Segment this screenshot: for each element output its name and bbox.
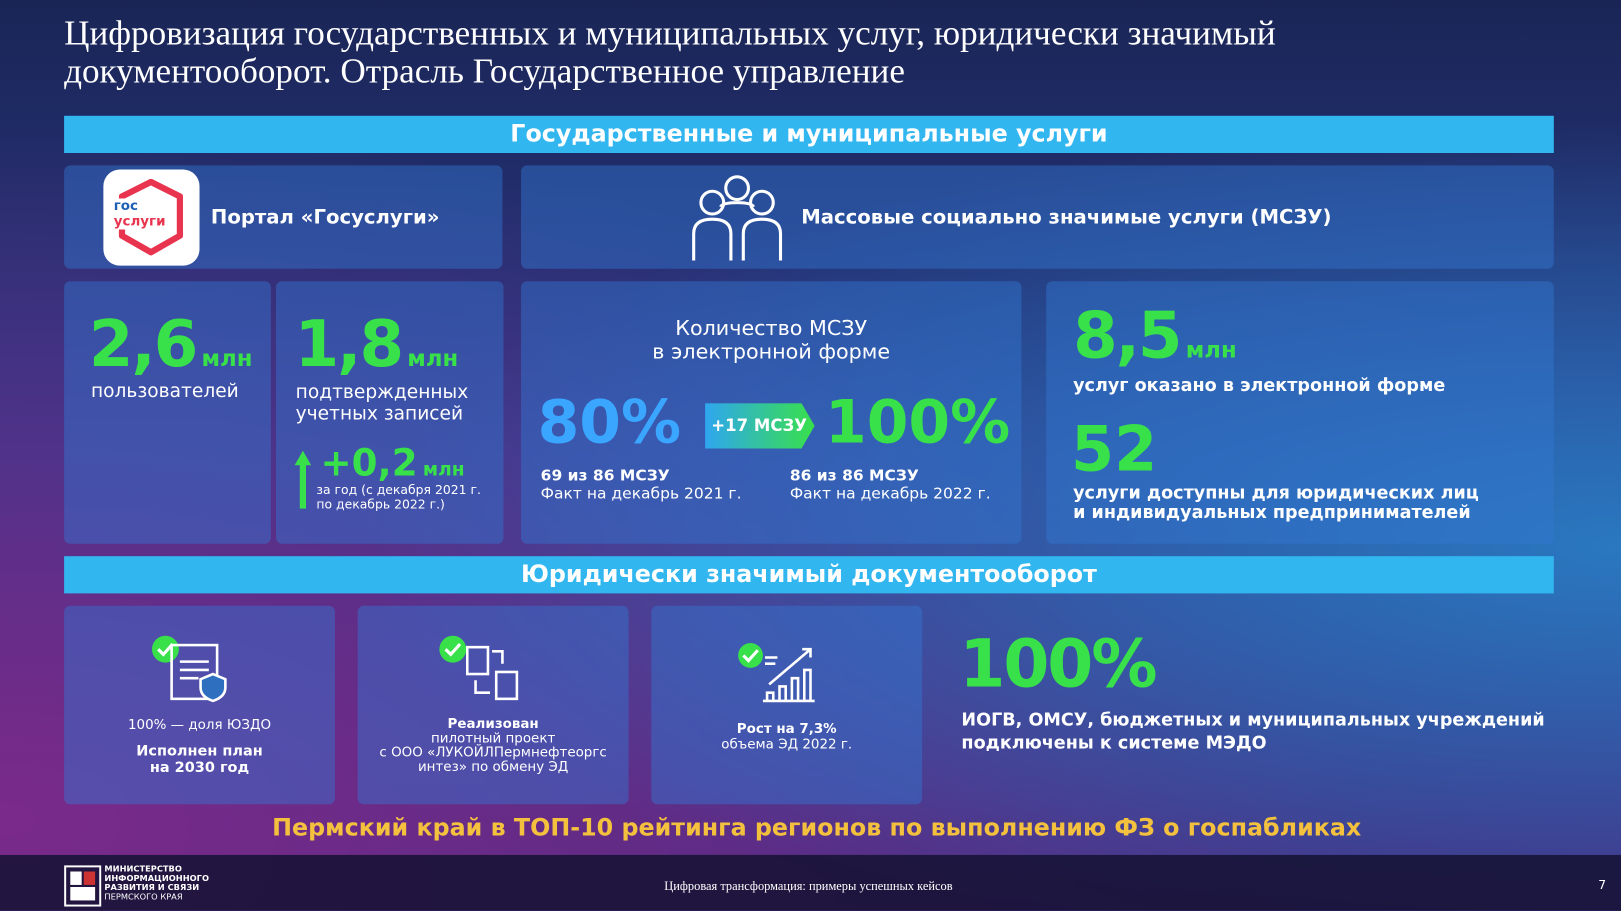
org-line: МИНИСТЕРСТВО <box>104 864 182 874</box>
logo-line: гос <box>113 198 138 214</box>
label-line: услуги доступны для юридических лиц <box>1073 482 1479 504</box>
medo-value: 100% <box>959 626 1157 703</box>
logo-frame <box>118 178 183 256</box>
users-unit: млн <box>201 346 253 373</box>
mszu-to: 100% <box>824 386 1011 457</box>
logo-line: услуги <box>113 213 166 230</box>
org-line: ПЕРМСКОГО КРАЯ <box>104 892 183 902</box>
growth-unit: млн <box>422 459 465 481</box>
accounts-stat: 1,8 млн <box>295 306 459 381</box>
mszu-from-note: 69 из 86 МСЗУ Факт на декабрь 2021 г. <box>541 467 742 502</box>
note-line: за год (с декабря 2021 г. <box>316 482 481 498</box>
title-line: документооборот. Отрасль Государственное… <box>64 52 905 91</box>
org-line: ИНФОРМАЦИОННОГО <box>104 873 209 883</box>
card-line: Рост на 7,3% <box>736 721 837 738</box>
gosuslugi-logo: гос услуги <box>103 169 200 266</box>
mszu-label: Массовые социально значимые услуги (МСЗУ… <box>801 205 1332 229</box>
ministry-name: МИНИСТЕРСТВО ИНФОРМАЦИОННОГО РАЗВИТИЯ И … <box>104 864 209 901</box>
note-line: Факт на декабрь 2021 г. <box>540 483 742 503</box>
accounts-label: подтвержденных учетных записей <box>296 381 469 424</box>
card-line: интез» по обмену ЭД <box>417 759 569 776</box>
users-value: 2,6 <box>88 306 198 382</box>
label-line: ИОГВ, ОМСУ, бюджетных и муниципальных уч… <box>961 710 1545 731</box>
card-line: пилотный проект <box>430 730 556 747</box>
card-text: Реализован пилотный проект с ООО «ЛУКОЙЛ… <box>358 717 629 775</box>
section-bar: Юридически значимый документооборот <box>64 556 1554 594</box>
footer-caption: Цифровая трансформация: примеры успешных… <box>664 878 953 894</box>
card-line: Реализован <box>447 716 539 732</box>
mszu-count-title: Количество МСЗУ в электронной форме <box>521 316 1021 364</box>
highlight: Пермский край в ТОП-10 рейтинга регионов… <box>272 814 1362 842</box>
card-line: на 2030 год <box>149 759 250 777</box>
card-text: Рост на 7,3% объема ЭД 2022 г. <box>651 722 922 753</box>
title-line: Цифровизация государственных и муниципал… <box>64 14 1276 53</box>
exchange-icon <box>439 635 519 701</box>
electronic-panel <box>1046 281 1554 544</box>
note-line: по декабрь 2022 г.) <box>316 497 445 512</box>
logo-text: гос услуги <box>113 198 189 230</box>
title-line: Количество МСЗУ <box>675 315 868 341</box>
card-line: 100% — доля ЮЗДО <box>127 717 272 733</box>
users-label: пользователей <box>90 380 239 403</box>
card: Рост на 7,3% объема ЭД 2022 г. <box>651 605 923 805</box>
mszu-to-note: 86 из 86 МСЗУ Факт на декабрь 2022 г. <box>790 467 991 502</box>
label-line: учетных записей <box>295 403 464 425</box>
electronic-count: 52 <box>1071 413 1158 486</box>
page-number: 7 <box>1598 877 1607 893</box>
electronic-label: услуг оказано в электронной форме <box>1073 375 1446 396</box>
note-line: 69 из 86 МСЗУ <box>540 466 670 485</box>
growth-chart-icon <box>738 643 815 703</box>
people-icon <box>692 175 783 261</box>
card-line: Исполнен план <box>136 743 263 760</box>
electronic-unit: млн <box>1185 338 1237 364</box>
title-line: в электронной форме <box>652 339 891 364</box>
org-line: РАЗВИТИЯ И СВЯЗИ <box>104 882 200 893</box>
section-bar: Государственные и муниципальные услуги <box>64 115 1554 154</box>
growth-note: за год (с декабря 2021 г. по декабрь 202… <box>316 483 481 512</box>
mszu-from: 80% <box>537 386 682 457</box>
growth-arrow <box>294 450 312 509</box>
note-line: 86 из 86 МСЗУ <box>789 466 919 485</box>
electronic-stat: 8,5 млн <box>1073 298 1237 373</box>
users-stat: 2,6 млн <box>89 306 253 381</box>
card-line: объема ЭД 2022 г. <box>721 737 853 753</box>
label-line: и индивидуальных предпринимателей <box>1073 502 1471 524</box>
medo-label: ИОГВ, ОМСУ, бюджетных и муниципальных уч… <box>961 709 1544 754</box>
growth-value: +0,2 <box>320 442 418 485</box>
users-panel <box>64 281 271 544</box>
card-text: 100% — доля ЮЗДО Исполнен план на 2030 г… <box>64 717 335 776</box>
electronic-value: 8,5 <box>1073 297 1182 374</box>
title: Цифровизация государственных и муниципал… <box>64 14 1276 91</box>
ministry-logo <box>64 865 102 907</box>
label-line: подключены к системе МЭДО <box>961 732 1267 754</box>
label-line: подтвержденных <box>295 381 469 404</box>
mszu-badge: +17 МСЗУ <box>705 403 815 449</box>
footer <box>0 854 1621 911</box>
card-line: с ООО «ЛУКОЙЛПермнефтеоргс <box>379 745 607 761</box>
doc-check-icon <box>151 635 227 703</box>
accounts-value: 1,8 <box>294 306 404 382</box>
electronic-count-label: услуги доступны для юридических лиц и ин… <box>1073 482 1479 524</box>
note-line: Факт на декабрь 2022 г. <box>789 483 991 503</box>
card: 100% — доля ЮЗДО Исполнен план на 2030 г… <box>64 605 335 805</box>
accounts-unit: млн <box>407 346 459 373</box>
card: Реализован пилотный проект с ООО «ЛУКОЙЛ… <box>357 605 629 805</box>
portal-label: Портал «Госуслуги» <box>210 205 440 229</box>
accounts-panel <box>276 281 504 544</box>
growth-stat: +0,2 млн <box>320 442 464 484</box>
